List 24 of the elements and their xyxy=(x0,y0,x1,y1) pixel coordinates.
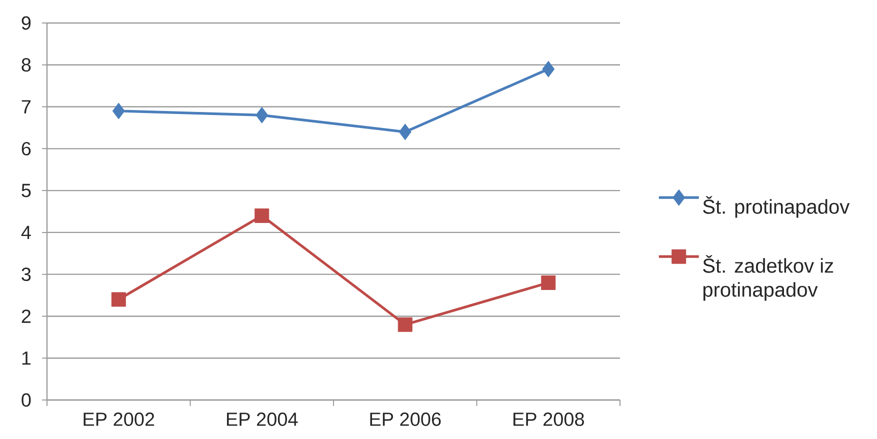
y-tick-label: 7 xyxy=(22,100,31,114)
point xyxy=(254,208,270,223)
y-tick-label: 2 xyxy=(22,310,31,323)
x-tick-label: EP 2004 xyxy=(226,412,298,426)
point xyxy=(541,275,556,290)
x-tick-label: EP 2008 xyxy=(513,412,584,426)
point xyxy=(542,60,555,78)
legend-label: Št. zadetkov iz protinapadov xyxy=(703,255,834,301)
x-tick-label: EP 2006 xyxy=(370,412,441,426)
y-tick-label: 4 xyxy=(21,226,31,239)
point xyxy=(398,317,412,332)
point xyxy=(398,124,412,140)
y-tick-label: 8 xyxy=(22,58,31,72)
y-tick-label: 9 xyxy=(22,16,31,30)
x-tick-label: EP 2002 xyxy=(84,412,154,426)
y-tick-label: 1 xyxy=(22,352,31,365)
y-tick-label: 5 xyxy=(22,184,31,198)
y-tick-label: 6 xyxy=(22,142,31,156)
legend-label: Št. protinapadov xyxy=(703,196,850,218)
point xyxy=(256,106,268,124)
point xyxy=(112,102,125,120)
y-tick-label: 0 xyxy=(22,393,31,407)
point xyxy=(111,292,126,307)
y-tick-label: 3 xyxy=(22,268,31,282)
